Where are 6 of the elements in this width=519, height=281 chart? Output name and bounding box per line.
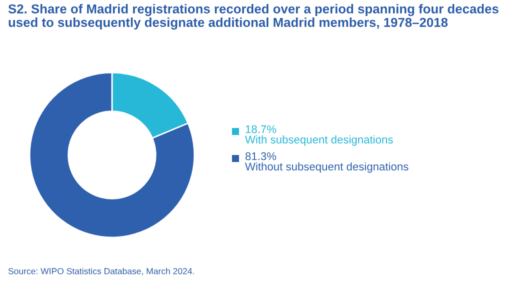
chart-title: S2. Share of Madrid registrations recorded over a period spanning four decades used to subsequently designate additional Madrid members, 1978–2018 — [8, 4, 498, 30]
source-note: Source: WIPO Statistics Database, March 2024. — [8, 268, 194, 276]
data-label: 18.7% — [246, 125, 276, 134]
legend-label: Without subsequent designations — [245, 162, 408, 173]
data-label: 81.3% — [245, 152, 276, 160]
legend-label: With subsequent designations — [245, 135, 393, 146]
